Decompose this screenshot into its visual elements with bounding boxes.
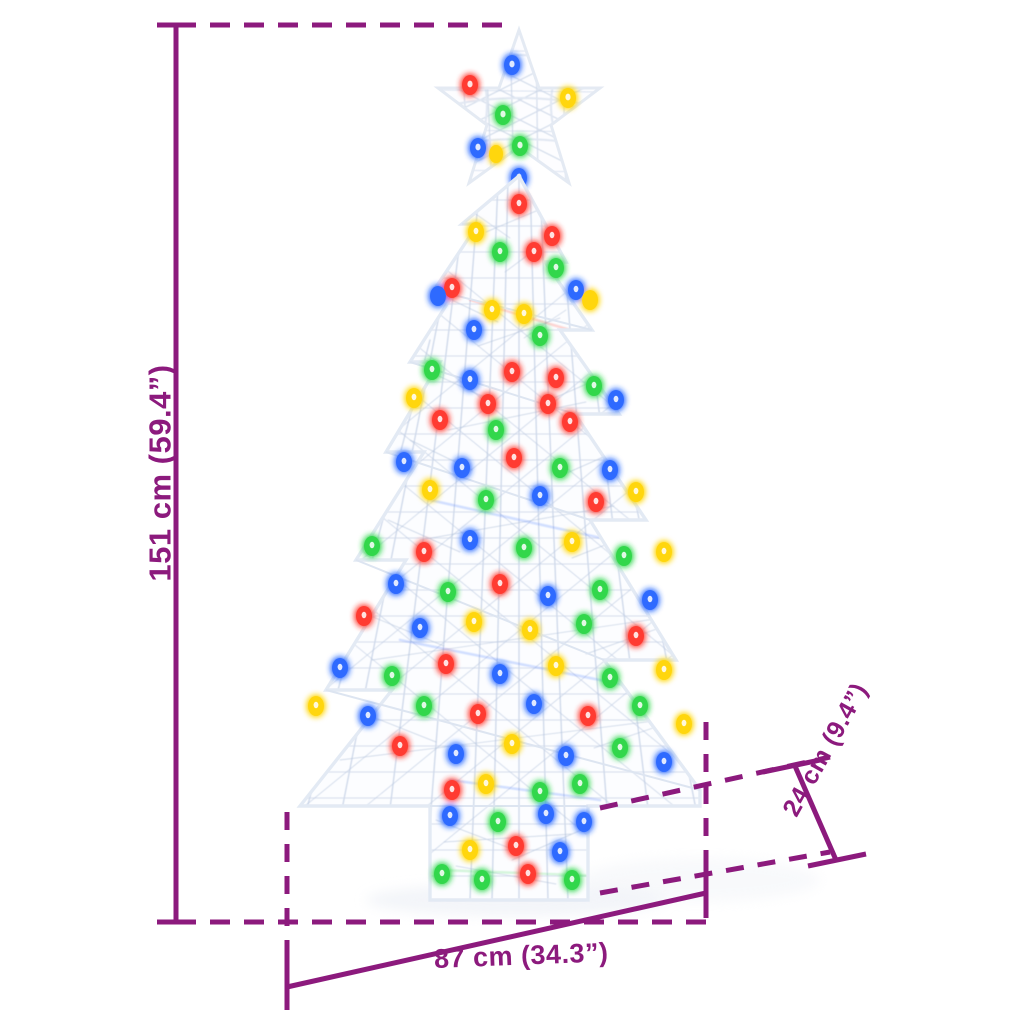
dimension-line-width [286,890,707,990]
tick-depth-top [762,757,821,775]
height-dimension-label: 151 cm (59.4”) [142,364,178,582]
tree-led-highlights [313,199,687,883]
dimension-line-depth [792,765,839,861]
extension-line-depth-bottom [599,849,831,896]
dimension-lines [157,22,867,1010]
star-topper [433,25,605,188]
tree-body [296,173,702,902]
tick-depth-bottom [807,851,867,869]
